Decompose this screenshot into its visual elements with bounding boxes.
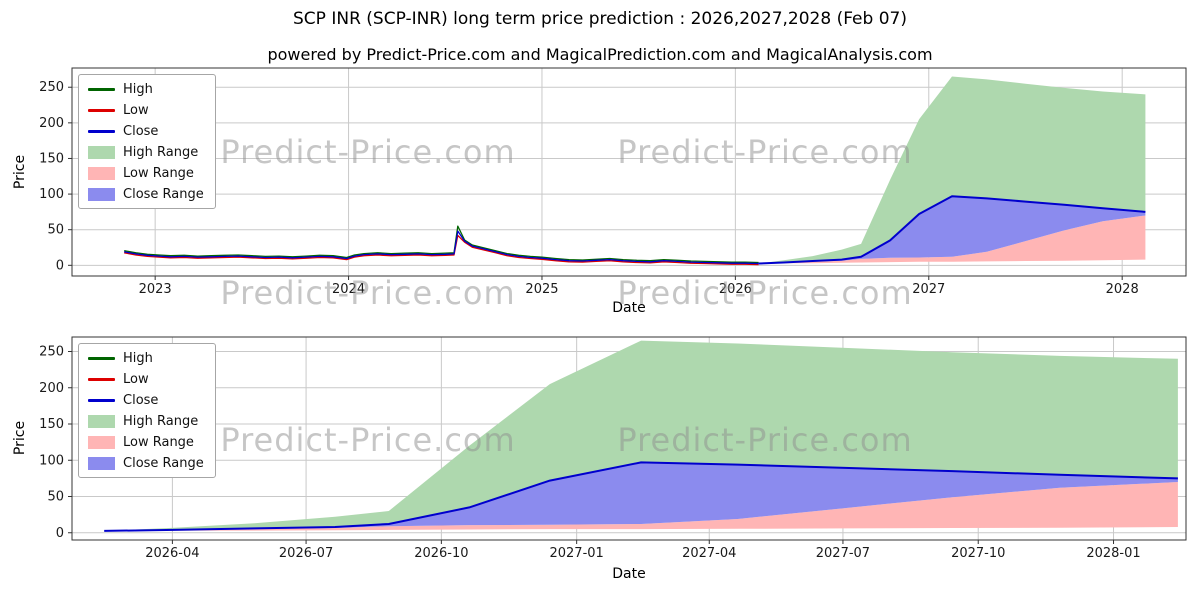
close-forecast-line: [104, 461, 1178, 532]
legend-label: High: [123, 81, 153, 97]
y-tick-label: 100: [39, 453, 64, 468]
bottom-y-axis-label: Price: [12, 420, 28, 456]
legend-swatch-low: [88, 377, 115, 381]
x-tick-label: 2026: [719, 282, 752, 297]
x-tick-label: 2023: [139, 282, 172, 297]
low-range-area: [758, 215, 1146, 264]
y-tick-label: 50: [47, 223, 64, 238]
legend-swatch-high-range: [88, 145, 115, 159]
low-range-area: [104, 482, 1178, 531]
plot-border: [71, 67, 1187, 277]
legend-label: Low Range: [123, 165, 194, 181]
legend-label: Close: [123, 123, 159, 139]
legend-item-close: Close: [88, 123, 204, 139]
legend-label: High Range: [123, 144, 199, 160]
legend-swatch-low-range: [88, 166, 115, 180]
legend-item-low-range: Low Range: [88, 434, 204, 450]
y-tick-label: 0: [56, 258, 64, 273]
y-tick-label: 0: [56, 526, 64, 541]
legend-swatch-high: [88, 356, 115, 360]
top-y-axis-label: Price: [12, 154, 28, 190]
x-tick-label: 2027-07: [816, 546, 870, 561]
y-tick-label: 250: [39, 345, 64, 360]
powered-by-subtitle: powered by Predict-Price.com and Magical…: [267, 45, 933, 64]
legend-item-high: High: [88, 81, 204, 97]
y-tick-label: 200: [39, 381, 64, 396]
top-x-axis-label: Date: [612, 300, 646, 316]
x-tick-label: 2027-04: [682, 546, 736, 561]
legend-item-close-range: Close Range: [88, 186, 204, 202]
legend-swatch-close: [88, 129, 115, 133]
close-line: [124, 230, 759, 265]
plot-border: [71, 336, 1187, 541]
chart-top: 2023 2024 2025 2026 2027 2028 0 50 100 150 200 250: [39, 67, 1187, 297]
chart-bottom: 2026-04 2026-07 2026-10 2027-01 2027-04 2027-…: [39, 336, 1187, 561]
x-tick-label: 2028: [1106, 282, 1139, 297]
legend-swatch-close-range: [88, 456, 115, 470]
legend-label: Close Range: [123, 455, 204, 471]
legend-item-close-range: Close Range: [88, 455, 204, 471]
legend-swatch-close: [88, 398, 115, 402]
x-tick-label: 2024: [332, 282, 365, 297]
legend-label: Low: [123, 102, 149, 118]
x-tick-label: 2028-01: [1086, 546, 1140, 561]
high-line: [124, 225, 759, 264]
legend-item-low-range: Low Range: [88, 165, 204, 181]
y-tick-label: 100: [39, 187, 64, 202]
legend-label: High: [123, 350, 153, 366]
legend-item-low: Low: [88, 371, 204, 387]
legend-item-high-range: High Range: [88, 144, 204, 160]
x-tick-label: 2026-07: [279, 546, 333, 561]
y-tick-label: 150: [39, 151, 64, 166]
x-tick-label: 2027: [912, 282, 945, 297]
high-range-area: [104, 340, 1178, 531]
low-line: [124, 234, 759, 266]
bottom-chart-legend: High Low Close High Range Low Range Close Ran…: [78, 343, 216, 478]
legend-item-low: Low: [88, 102, 204, 118]
close-forecast-line: [758, 195, 1146, 265]
bottom-x-axis-label: Date: [612, 566, 646, 582]
top-chart-legend: High Low Close High Range Low Range Close Ran…: [78, 74, 216, 209]
legend-label: High Range: [123, 413, 199, 429]
legend-item-high-range: High Range: [88, 413, 204, 429]
x-tick-label: 2027-10: [951, 546, 1005, 561]
y-tick-label: 150: [39, 417, 64, 432]
page-title: SCP INR (SCP-INR) long term price predic…: [293, 9, 907, 29]
close-range-area: [104, 462, 1178, 531]
x-tick-label: 2025: [525, 282, 558, 297]
y-tick-label: 50: [47, 490, 64, 505]
legend-swatch-high-range: [88, 414, 115, 428]
x-tick-label: 2026-04: [145, 546, 199, 561]
y-tick-label: 250: [39, 80, 64, 95]
legend-swatch-low: [88, 108, 115, 112]
legend-item-high: High: [88, 350, 204, 366]
legend-item-close: Close: [88, 392, 204, 408]
legend-swatch-close-range: [88, 187, 115, 201]
high-range-area: [758, 76, 1146, 264]
legend-label: Close Range: [123, 186, 204, 202]
legend-swatch-low-range: [88, 435, 115, 449]
x-tick-label: 2027-01: [549, 546, 603, 561]
legend-label: Low Range: [123, 434, 194, 450]
close-range-area: [758, 196, 1146, 264]
legend-label: Close: [123, 392, 159, 408]
x-tick-label: 2026-10: [414, 546, 468, 561]
legend-label: Low: [123, 371, 149, 387]
legend-swatch-high: [88, 87, 115, 91]
y-tick-label: 200: [39, 116, 64, 131]
